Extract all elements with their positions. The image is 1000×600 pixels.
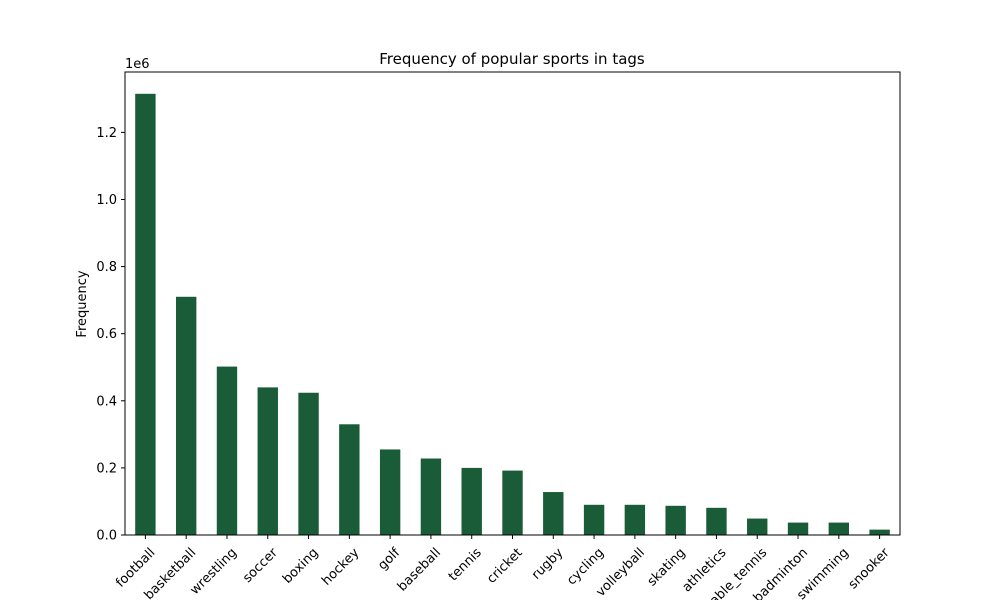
x-tick-label: soccer [240, 545, 281, 586]
bar-cricket [502, 470, 523, 535]
y-offset-label: 1e6 [125, 57, 150, 72]
bars-group [135, 93, 890, 535]
bar-golf [379, 449, 401, 535]
bar-hockey [339, 424, 360, 535]
bar-baseball [420, 458, 442, 535]
y-tick-label: 1.0 [96, 193, 117, 208]
bar-tennis [461, 467, 482, 535]
bar-badminton [787, 522, 809, 535]
bar-rugby [543, 492, 564, 535]
bar-basketball [175, 296, 197, 535]
bar-cycling [583, 504, 605, 535]
x-tick-label: tennis [446, 545, 485, 584]
y-tick-label: 0.2 [96, 461, 117, 476]
y-axis-label: Frequency [75, 270, 90, 337]
y-axis-ticks: 0.0 0.2 0.4 0.6 0.8 1.0 1.2 [96, 126, 125, 544]
x-tick-label: cricket [484, 545, 525, 586]
y-tick-label: 0.0 [96, 529, 117, 544]
y-tick-label: 0.8 [96, 260, 117, 275]
y-tick-label: 0.6 [96, 327, 117, 342]
bar-boxing [298, 392, 319, 535]
x-tick-label: golf [375, 545, 403, 573]
y-tick-label: 1.2 [96, 126, 117, 141]
bar-swimming [828, 522, 850, 535]
bar-volleyball [624, 504, 646, 535]
bar-skating [665, 505, 686, 535]
x-tick-label: boxing [280, 545, 321, 586]
x-tick-label: snooker [846, 545, 893, 592]
chart-title: Frequency of popular sports in tags [379, 50, 645, 68]
bar-soccer [257, 387, 278, 535]
bar-football [135, 93, 156, 535]
bar-table_tennis [747, 518, 768, 535]
x-tick-label: hockey [319, 545, 362, 588]
x-tick-label: baseball [395, 545, 444, 594]
x-tick-label: rugby [529, 545, 567, 583]
bar-wrestling [216, 366, 238, 535]
bar-athletics [706, 507, 727, 535]
plot-frame [124, 71, 901, 536]
bar-snooker [869, 529, 890, 535]
y-tick-label: 0.4 [96, 394, 117, 409]
